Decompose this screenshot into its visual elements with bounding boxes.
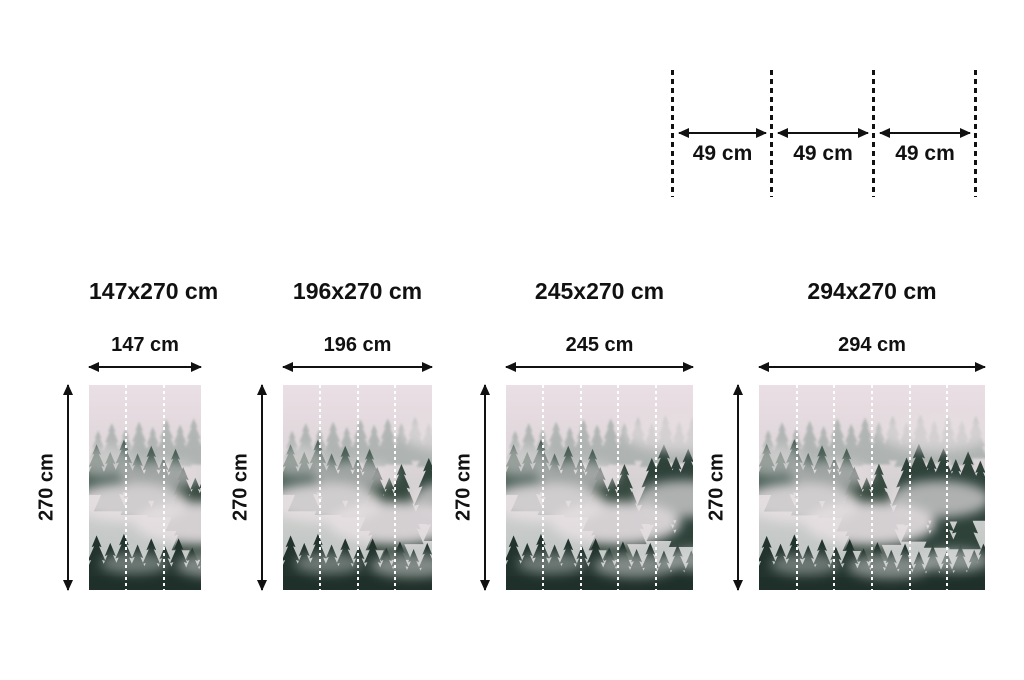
roll-width-label: 49 cm xyxy=(895,142,955,165)
size-option-147x270: 147x270 cm 147 cm 270 cm xyxy=(31,278,219,598)
mural-preview xyxy=(759,385,985,590)
panel-divider-dashed-line xyxy=(393,385,396,590)
roll-segment: 49 cm xyxy=(874,70,976,200)
height-arrow-icon xyxy=(261,385,263,590)
size-option-196x270: 196x270 cm 196 cm 270 cm xyxy=(225,278,432,598)
height-arrow-icon xyxy=(484,385,486,590)
width-arrow-icon xyxy=(759,366,985,368)
height-arrow-icon xyxy=(67,385,69,590)
panel-divider-dashed-line xyxy=(356,385,359,590)
size-title: 294x270 cm xyxy=(807,278,937,304)
size-title: 147x270 cm xyxy=(89,278,219,304)
roll-segment: 49 cm xyxy=(772,70,874,200)
panel-edge-dashed-line xyxy=(671,70,674,197)
size-option-294x270: 294x270 cm 294 cm 270 cm xyxy=(701,278,985,598)
height-dimension-label: 270 cm xyxy=(229,453,252,522)
panel-divider-dashed-line xyxy=(125,385,128,590)
size-title: 196x270 cm xyxy=(292,278,423,304)
width-arrow-icon xyxy=(679,132,766,134)
roll-width-label: 49 cm xyxy=(793,142,853,165)
roll-width-label: 49 cm xyxy=(692,142,753,165)
panel-divider-dashed-line xyxy=(654,385,657,590)
height-arrow-icon xyxy=(737,385,739,590)
forest-mural-image xyxy=(506,385,693,590)
width-dimension-label: 147 cm xyxy=(111,334,179,356)
panel-divider-dashed-line xyxy=(795,385,798,590)
panel-edge-dashed-line xyxy=(974,70,977,197)
panel-divider-dashed-line xyxy=(542,385,545,590)
panel-divider-dashed-line xyxy=(871,385,873,590)
height-dimension-label: 270 cm xyxy=(35,453,58,522)
panel-divider-dashed-line xyxy=(833,385,836,590)
panel-divider-dashed-line xyxy=(617,385,620,590)
mural-preview xyxy=(283,385,432,590)
width-dimension-label: 196 cm xyxy=(323,334,392,356)
panel-edge-dashed-line xyxy=(872,70,875,197)
width-dimension-label: 245 cm xyxy=(565,334,634,356)
panel-edge-dashed-line xyxy=(770,70,773,197)
size-title: 245x270 cm xyxy=(534,278,665,304)
mural-preview xyxy=(506,385,693,590)
size-option-245x270: 245x270 cm 245 cm 270 cm xyxy=(448,278,693,598)
height-dimension-label: 270 cm xyxy=(705,453,728,522)
roll-width-diagram: 49 cm 49 cm 49 cm xyxy=(665,70,985,200)
panel-divider-dashed-line xyxy=(908,385,911,590)
width-arrow-icon xyxy=(880,132,970,134)
width-arrow-icon xyxy=(778,132,868,134)
mural-preview xyxy=(89,385,201,590)
panel-divider-dashed-line xyxy=(579,385,582,590)
forest-mural-image xyxy=(89,385,201,590)
panel-divider-dashed-line xyxy=(162,385,165,590)
panel-divider-dashed-line xyxy=(319,385,322,590)
height-dimension-label: 270 cm xyxy=(452,453,475,522)
panel-divider-dashed-line xyxy=(946,385,949,590)
width-arrow-icon xyxy=(283,366,432,368)
roll-segment: 49 cm xyxy=(673,70,772,200)
width-dimension-label: 294 cm xyxy=(838,334,906,356)
width-arrow-icon xyxy=(89,366,201,368)
width-arrow-icon xyxy=(506,366,693,368)
